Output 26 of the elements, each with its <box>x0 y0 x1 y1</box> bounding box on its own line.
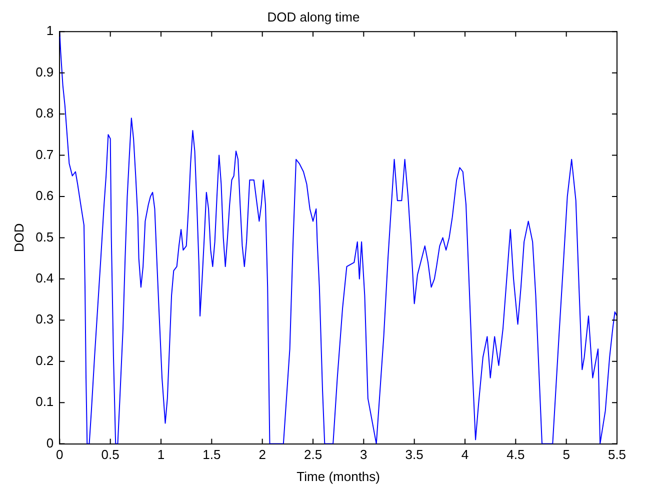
y-tick-label: 0.8 <box>36 106 54 121</box>
chart-title: DOD along time <box>267 9 360 24</box>
x-tick-label: 4 <box>461 447 469 462</box>
x-tick-label: 5.5 <box>608 447 626 462</box>
x-tick-label: 3.5 <box>405 447 424 462</box>
x-tick-label: 4.5 <box>506 447 525 462</box>
x-tick-label: 5 <box>562 447 570 462</box>
y-tick-label: 0.3 <box>36 312 54 327</box>
y-tick-label: 1 <box>46 23 54 38</box>
x-tick-label: 1.5 <box>202 447 221 462</box>
y-tick-label: 0.7 <box>36 146 54 162</box>
y-tick-label: 0.9 <box>36 64 54 80</box>
x-tick-label: 2 <box>258 447 266 462</box>
y-tick-label: 0.5 <box>36 229 54 244</box>
y-tick-label: 0.2 <box>36 352 54 368</box>
y-tick-label: 0.6 <box>36 188 54 204</box>
x-tick-label: 2.5 <box>304 447 322 462</box>
x-tick-label: 0.5 <box>101 447 120 462</box>
y-tick-label: 0.1 <box>36 394 54 410</box>
x-tick-label: 3 <box>360 447 368 462</box>
x-tick-label: 1 <box>157 447 165 462</box>
y-tick-label: 0.4 <box>36 270 54 286</box>
y-axis-title: DOD <box>11 223 26 252</box>
x-tick-label: 0 <box>56 447 64 462</box>
y-tick-label: 0 <box>46 435 54 450</box>
x-axis-title: Time (months) <box>296 468 380 484</box>
